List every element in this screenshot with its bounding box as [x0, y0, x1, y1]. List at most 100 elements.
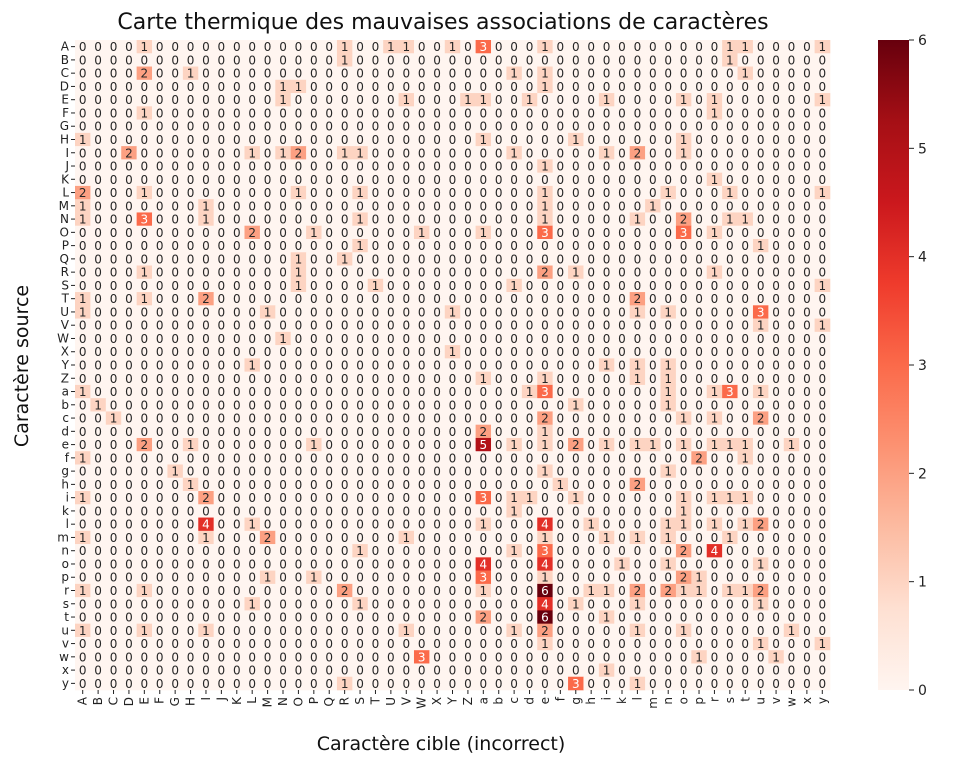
heatmap-cell-H-G	[167, 132, 184, 147]
heatmap-cell-A-i	[598, 40, 615, 54]
heatmap-cell-value: 0	[449, 332, 457, 346]
heatmap-cell-value: 0	[603, 305, 611, 319]
heatmap-cell-value: 0	[587, 332, 595, 346]
heatmap-cell-B-V	[398, 53, 415, 67]
heatmap-cell-E-F	[152, 93, 168, 107]
heatmap-cell-I-K	[229, 146, 245, 160]
heatmap-cell-H-L	[244, 132, 261, 147]
heatmap-cell-value: 0	[803, 93, 811, 107]
heatmap-cell-value: 0	[587, 425, 595, 439]
heatmap-cell-value: 0	[402, 292, 410, 306]
heatmap-cell-value: 0	[557, 279, 565, 293]
heatmap-cell-value: 0	[803, 67, 811, 81]
heatmap-cell-value: 0	[741, 544, 749, 558]
heatmap-cell-value: 0	[218, 40, 226, 54]
heatmap-cell-A-C	[105, 40, 122, 54]
heatmap-cell-value: 0	[218, 146, 226, 160]
heatmap-cell-value: 0	[557, 412, 565, 426]
heatmap-cell-value: 0	[772, 398, 780, 412]
heatmap-cell-E-U	[383, 93, 399, 107]
heatmap-cell-value: 0	[557, 266, 565, 280]
heatmap-cell-D-s	[722, 79, 738, 94]
heatmap-cell-value: 0	[356, 279, 364, 293]
heatmap-cell-value: 0	[772, 504, 780, 518]
heatmap-cell-value: 0	[418, 557, 426, 571]
heatmap-cell-G-l	[629, 119, 646, 134]
heatmap-cell-H-K	[229, 132, 245, 147]
heatmap-cell-value: 0	[495, 160, 503, 174]
heatmap-cell-value: 0	[387, 677, 395, 691]
heatmap-cell-value: 0	[156, 252, 164, 266]
heatmap-cell-value: 0	[372, 213, 380, 227]
heatmap-cell-value: 1	[356, 597, 364, 611]
x-tick-label: X	[430, 697, 444, 705]
heatmap-cell-value: 1	[634, 597, 642, 611]
heatmap-cell-value: 0	[341, 93, 349, 107]
heatmap-cell-value: 0	[726, 544, 734, 558]
heatmap-cell-value: 0	[110, 664, 118, 678]
heatmap-cell-value: 0	[618, 266, 626, 280]
heatmap-cell-value: 0	[387, 637, 395, 651]
heatmap-cell-value: 0	[772, 385, 780, 399]
heatmap-cell-value: 0	[218, 557, 226, 571]
heatmap-cell-value: 1	[634, 359, 642, 373]
heatmap-cell-E-M	[259, 93, 276, 107]
heatmap-cell-value: 0	[295, 292, 303, 306]
heatmap-cell-value: 0	[803, 624, 811, 638]
heatmap-cell-value: 1	[141, 266, 149, 280]
heatmap-cell-value: 0	[218, 465, 226, 479]
heatmap-cell-value: 0	[649, 425, 657, 439]
heatmap-cell-value: 0	[572, 518, 580, 532]
heatmap-cell-I-S	[352, 146, 369, 160]
heatmap-cell-value: 0	[557, 504, 565, 518]
heatmap-cell-E-h	[583, 93, 600, 107]
heatmap-cell-value: 0	[433, 319, 441, 333]
heatmap-cell-value: 1	[741, 451, 749, 465]
heatmap-cell-value: 2	[202, 491, 210, 505]
heatmap-cell-value: 0	[279, 544, 287, 558]
heatmap-cell-value: 0	[218, 398, 226, 412]
heatmap-cell-value: 0	[510, 531, 518, 545]
heatmap-cell-value: 3	[418, 650, 426, 664]
heatmap-cell-value: 0	[695, 213, 703, 227]
heatmap-cell-E-I	[198, 93, 214, 107]
heatmap-cell-value: 0	[156, 531, 164, 545]
heatmap-cell-C-i	[598, 66, 615, 81]
heatmap-cell-J-a	[475, 159, 492, 173]
heatmap-cell-value: 0	[449, 106, 457, 120]
y-tick-label: W	[57, 331, 69, 345]
heatmap-cell-value: 0	[757, 372, 765, 386]
heatmap-cell-value: 0	[587, 67, 595, 81]
heatmap-cell-value: 0	[788, 531, 796, 545]
heatmap-cell-value: 0	[433, 120, 441, 134]
heatmap-cell-value: 1	[479, 372, 487, 386]
heatmap-cell-value: 0	[372, 451, 380, 465]
heatmap-cell-value: 0	[218, 359, 226, 373]
heatmap-cell-D-H	[182, 79, 199, 94]
heatmap-cell-value: 1	[187, 438, 195, 452]
heatmap-cell-value: 0	[741, 571, 749, 585]
heatmap-cell-value: 0	[418, 398, 426, 412]
heatmap-cell-value: 0	[187, 213, 195, 227]
heatmap-cell-value: 0	[418, 93, 426, 107]
heatmap-cell-value: 0	[141, 412, 149, 426]
heatmap-cell-value: 0	[695, 557, 703, 571]
heatmap-cell-value: 0	[649, 398, 657, 412]
heatmap-cell-value: 1	[79, 531, 87, 545]
heatmap-cell-value: 0	[788, 319, 796, 333]
heatmap-cell-value: 0	[541, 650, 549, 664]
heatmap-cell-value: 0	[310, 120, 318, 134]
heatmap-cell-value: 0	[279, 266, 287, 280]
heatmap-cell-value: 0	[664, 266, 672, 280]
heatmap-cell-value: 0	[156, 544, 164, 558]
heatmap-cell-value: 0	[618, 146, 626, 160]
heatmap-cell-value: 0	[526, 571, 534, 585]
heatmap-cell-value: 0	[248, 531, 256, 545]
heatmap-cell-value: 0	[418, 611, 426, 625]
heatmap-cell-value: 0	[264, 398, 272, 412]
heatmap-cell-value: 1	[603, 359, 611, 373]
heatmap-cell-value: 0	[79, 425, 87, 439]
heatmap-cell-value: 0	[372, 359, 380, 373]
heatmap-cell-value: 0	[110, 133, 118, 147]
heatmap-cell-value: 0	[464, 451, 472, 465]
